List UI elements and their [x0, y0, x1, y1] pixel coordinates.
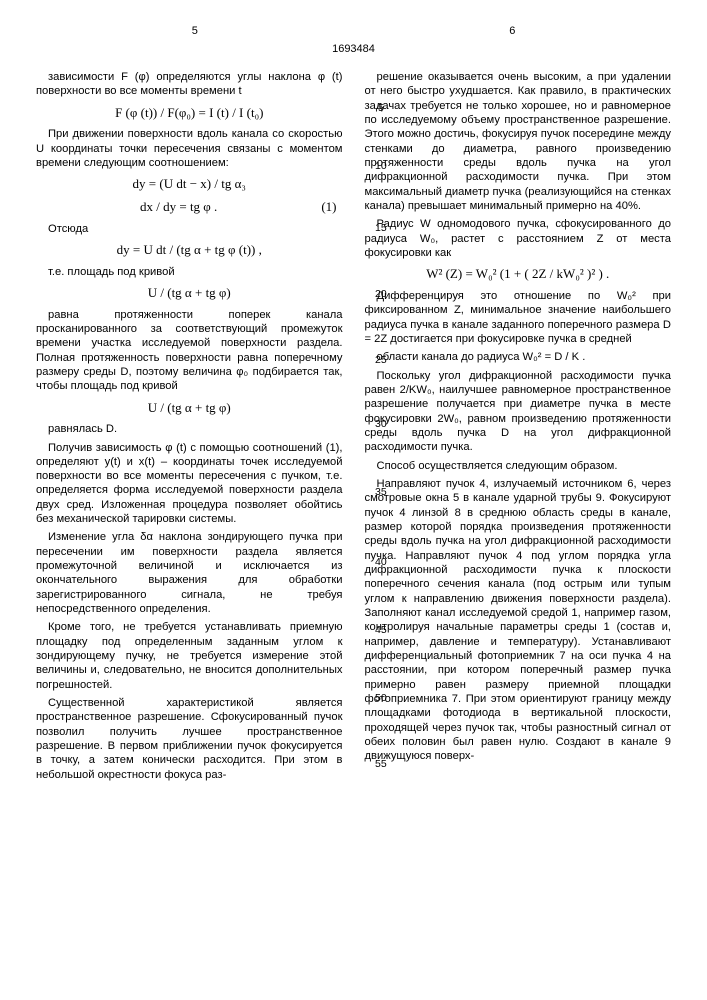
body-text: Кроме того, не требуется устанавливать п…	[36, 620, 343, 692]
right-column: решение оказывается очень высоким, а при…	[365, 70, 672, 786]
line-num-35: 35	[375, 486, 387, 499]
equation: F (φ (t)) / F(φ₀) = I (t) / I (t₀)	[36, 105, 343, 122]
equation: dy = (U dt − x) / tg α₃	[36, 176, 343, 193]
body-text: решение оказывается очень высоким, а при…	[365, 70, 672, 213]
page-number-row: 5 6	[36, 24, 671, 38]
body-text: Направляют пучок 4, излучаемый источнико…	[365, 477, 672, 764]
body-text: Изменение угла δα наклона зондирующего п…	[36, 530, 343, 616]
body-text: Дифференцируя это отношение по W₀² при ф…	[365, 289, 672, 346]
body-text: Получив зависимость φ (t) с помощью соот…	[36, 441, 343, 527]
body-text: Радиус W одномодового пучка, сфокусирова…	[365, 217, 672, 260]
body-text: Способ осуществляется следующим образом.	[365, 459, 672, 473]
equation: U / (tg α + tg φ)	[36, 285, 343, 302]
two-column-layout: зависимости F (φ) определяются углы накл…	[36, 70, 671, 786]
page-number-left: 5	[36, 24, 354, 38]
line-num-15: 15	[375, 222, 387, 235]
equation-number: (1)	[321, 199, 336, 216]
body-text: т.е. площадь под кривой	[36, 265, 343, 279]
document-number: 1693484	[36, 42, 671, 56]
body-text: зависимости F (φ) определяются углы накл…	[36, 70, 343, 99]
left-column: зависимости F (φ) определяются углы накл…	[36, 70, 343, 786]
equation: U / (tg α + tg φ)	[36, 400, 343, 417]
body-text: равна протяженности поперек канала проск…	[36, 308, 343, 394]
equation: dx / dy = tg φ . (1)	[36, 199, 343, 216]
line-num-5: 5	[378, 102, 384, 115]
body-text: Отсюда	[36, 222, 343, 236]
equation: dy = U dt / (tg α + tg φ (t)) ,	[36, 242, 343, 259]
body-text: области канала до радиуса W₀² = D / K .	[365, 350, 672, 364]
line-num-55: 55	[375, 758, 387, 771]
body-text: Поскольку угол дифракционной расходимост…	[365, 369, 672, 455]
body-text: Существенной характеристикой является пр…	[36, 696, 343, 782]
line-num-20: 20	[375, 288, 387, 301]
equation: W² (Z) = W₀² (1 + ( 2Z / kW₀² )² ) .	[365, 266, 672, 283]
line-num-25: 25	[375, 354, 387, 367]
body-text: При движении поверхности вдоль канала со…	[36, 127, 343, 170]
line-num-50: 50	[375, 692, 387, 705]
body-text: равнялась D.	[36, 422, 343, 436]
line-num-30: 30	[375, 418, 387, 431]
line-num-45: 45	[375, 624, 387, 637]
line-num-10: 10	[375, 160, 387, 173]
equation-body: dx / dy = tg φ .	[140, 199, 217, 214]
line-num-40: 40	[375, 556, 387, 569]
page-number-right: 6	[354, 24, 672, 38]
